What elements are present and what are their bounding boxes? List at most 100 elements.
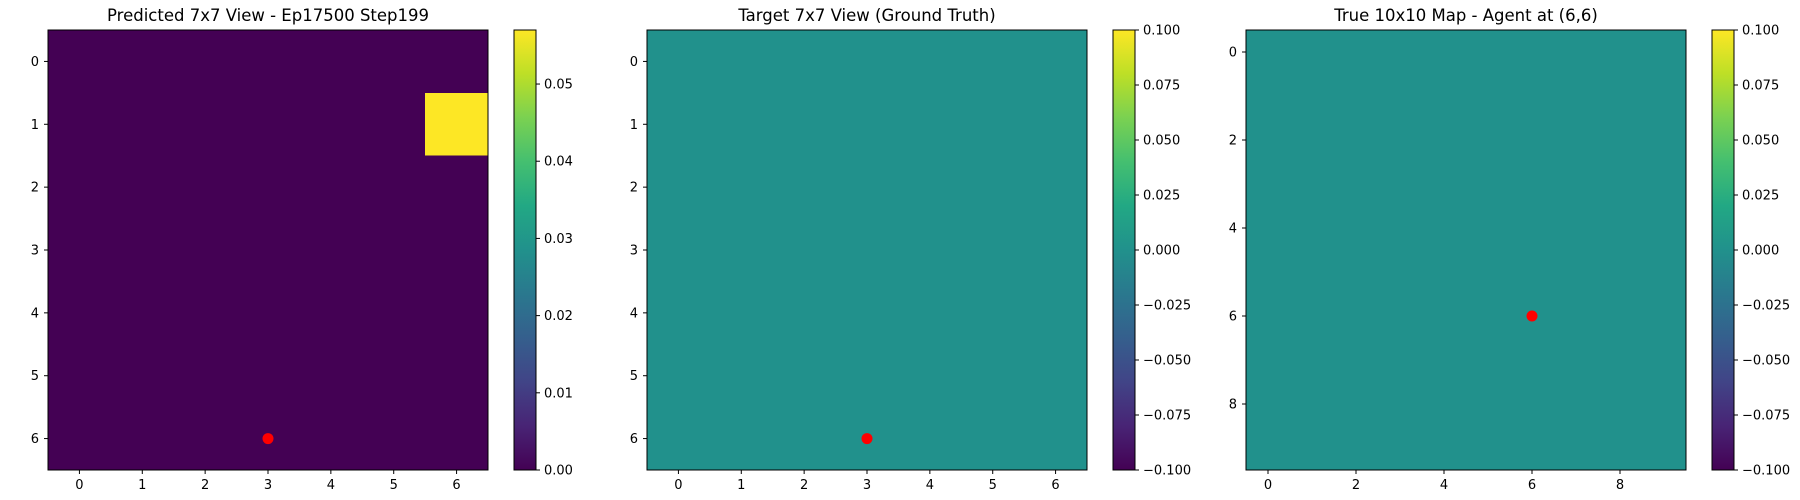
heatmap-cell xyxy=(1290,426,1335,471)
colorbar-tick-label: 0.02 xyxy=(544,309,573,324)
x-tick-label: 1 xyxy=(737,478,745,493)
heatmap-cell xyxy=(1246,162,1291,207)
colorbar-tick-label: 0.03 xyxy=(544,232,573,247)
y-tick-label: 3 xyxy=(31,244,39,259)
colorbar-tick-label: 0.050 xyxy=(1143,134,1180,149)
colorbar-gradient xyxy=(1712,30,1734,470)
heatmap-cell xyxy=(1510,74,1555,119)
x-tick-label: 2 xyxy=(800,478,808,493)
heatmap-cell xyxy=(1598,162,1643,207)
heatmap-cell xyxy=(299,218,363,283)
heatmap-cell xyxy=(1290,162,1335,207)
heatmap-cell xyxy=(173,218,238,283)
heatmap-cell xyxy=(362,281,426,345)
heatmap-cell xyxy=(1642,162,1687,207)
heatmap-cell xyxy=(1246,250,1291,295)
heatmap-cell xyxy=(898,155,962,220)
colorbar-tick-label: −0.100 xyxy=(1143,464,1191,479)
heatmap-cell xyxy=(1510,162,1555,207)
heatmap-cell xyxy=(236,155,301,220)
heatmap-cell xyxy=(1554,30,1599,75)
heatmap-cell xyxy=(1554,118,1599,163)
heatmap-cell xyxy=(1290,30,1335,75)
heatmap-cell xyxy=(110,407,175,471)
heatmap-cell xyxy=(647,155,711,220)
heatmap-cell xyxy=(1024,344,1088,408)
heatmap-cell xyxy=(1290,118,1335,163)
chart-title: Target 7x7 View (Ground Truth) xyxy=(737,6,995,25)
heatmap-cell xyxy=(110,30,175,94)
heatmap-cell xyxy=(173,155,238,220)
heatmap-cell xyxy=(110,155,175,220)
colorbar-tick-label: 0.04 xyxy=(544,155,573,170)
heatmap-cell xyxy=(772,218,837,283)
x-tick-label: 6 xyxy=(452,478,460,493)
heatmap-cell xyxy=(1598,426,1643,471)
heatmap-cell xyxy=(1510,206,1555,251)
heatmap-cell xyxy=(1642,382,1687,427)
heatmap-cell xyxy=(898,30,962,94)
heatmap-cell xyxy=(236,218,301,283)
heatmap-cell xyxy=(110,92,175,157)
heatmap-cell xyxy=(425,407,489,471)
heatmap-cell xyxy=(1642,294,1687,339)
heatmap-cell xyxy=(772,30,837,94)
heatmap-cell xyxy=(1466,74,1511,119)
heatmap-cell xyxy=(709,281,774,345)
heatmap-cell xyxy=(1422,162,1467,207)
heatmap-cell xyxy=(709,155,774,220)
heatmap-cell xyxy=(362,30,426,94)
colorbar-tick-label: 0.00 xyxy=(544,464,573,479)
heatmap-cell xyxy=(1290,250,1335,295)
y-tick-label: 1 xyxy=(630,118,638,133)
heatmap-cell xyxy=(1246,426,1291,471)
heatmap-cell xyxy=(898,281,962,345)
heatmap-cell xyxy=(772,344,837,408)
heatmap-cell xyxy=(299,30,363,94)
x-tick-label: 6 xyxy=(1051,478,1059,493)
x-tick-label: 0 xyxy=(674,478,682,493)
y-tick-label: 8 xyxy=(1229,398,1237,413)
heatmap-cell xyxy=(961,281,1025,345)
heatmap-cell xyxy=(236,344,301,408)
heatmap-cell xyxy=(772,92,837,157)
heatmap-cell xyxy=(1290,338,1335,383)
y-tick-label: 5 xyxy=(31,369,39,384)
chart-title: Predicted 7x7 View - Ep17500 Step199 xyxy=(107,6,429,25)
colorbar-tick-label: −0.075 xyxy=(1742,409,1790,424)
y-tick-label: 0 xyxy=(630,55,638,70)
heatmap-cell xyxy=(1510,338,1555,383)
heatmap-cell xyxy=(1422,382,1467,427)
heatmap-cell xyxy=(1378,382,1423,427)
heatmap-cell xyxy=(898,407,962,471)
heatmap-cell xyxy=(1466,250,1511,295)
heatmap-cell xyxy=(1334,250,1379,295)
heatmap-cell xyxy=(1334,162,1379,207)
heatmap-cell xyxy=(1422,294,1467,339)
heatmap-cell xyxy=(299,155,363,220)
heatmap-cell xyxy=(1378,30,1423,75)
heatmap-cell xyxy=(1246,30,1291,75)
y-tick-label: 2 xyxy=(1229,134,1237,149)
heatmap-cell xyxy=(1422,206,1467,251)
heatmap-cell xyxy=(1378,118,1423,163)
heatmap-cell xyxy=(961,30,1025,94)
heatmap-cell xyxy=(1466,294,1511,339)
heatmap-cell xyxy=(110,218,175,283)
heatmap-cell xyxy=(647,218,711,283)
heatmap-cell xyxy=(709,92,774,157)
heatmap-cell xyxy=(1466,206,1511,251)
heatmap-cell xyxy=(1024,155,1088,220)
heatmap-cell xyxy=(1466,426,1511,471)
colorbar-tick-label: −0.100 xyxy=(1742,464,1790,479)
heatmap-cell xyxy=(1290,382,1335,427)
heatmap-cell xyxy=(772,155,837,220)
heatmap-cell xyxy=(1334,426,1379,471)
y-tick-label: 1 xyxy=(31,118,39,133)
heatmap-cell xyxy=(173,30,238,94)
y-tick-label: 4 xyxy=(630,306,638,321)
heatmap-cell xyxy=(1510,30,1555,75)
colorbar-tick-label: 0.01 xyxy=(544,386,573,401)
y-tick-label: 0 xyxy=(31,55,39,70)
